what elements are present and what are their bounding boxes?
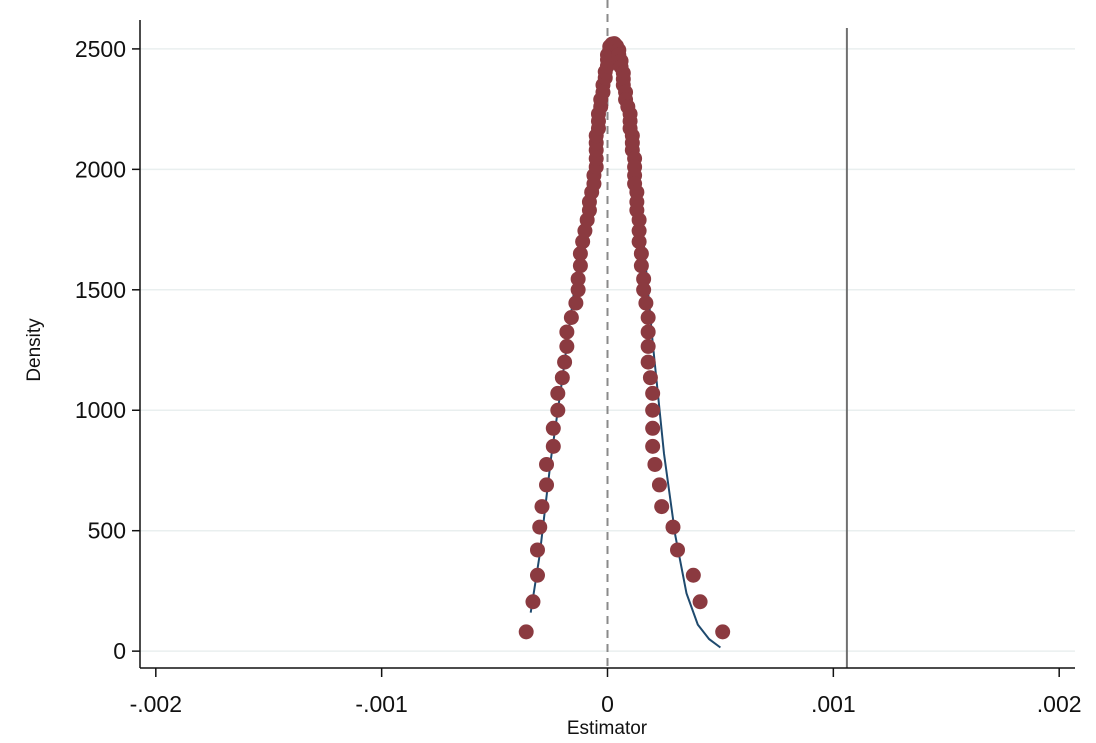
density-point — [550, 402, 566, 418]
density-point — [570, 282, 586, 298]
reference-lines — [606, 0, 848, 668]
x-tick-label: 0 — [601, 691, 614, 717]
density-point — [518, 624, 534, 640]
density-point — [532, 519, 548, 535]
density-point — [563, 310, 579, 326]
density-point — [636, 282, 652, 298]
density-point — [640, 310, 656, 326]
density-point — [638, 295, 654, 311]
density-point — [539, 456, 555, 472]
x-axis-title: Estimator — [567, 718, 648, 739]
x-tick-label: -.001 — [355, 691, 407, 717]
density-point — [572, 258, 588, 274]
density-point — [692, 594, 708, 610]
density-point — [570, 271, 586, 287]
density-point — [572, 246, 588, 262]
density-point — [631, 223, 647, 239]
y-tick-label: 2500 — [75, 36, 126, 62]
density-point — [665, 519, 681, 535]
density-point — [647, 456, 663, 472]
density-point — [631, 212, 647, 228]
density-point — [640, 324, 656, 340]
density-point — [525, 594, 541, 610]
density-point — [557, 354, 573, 370]
density-point — [529, 542, 545, 558]
y-axis-title: Density — [24, 318, 45, 382]
density-point — [554, 370, 570, 386]
density-point — [545, 438, 561, 454]
density-point — [654, 499, 670, 515]
density-point — [550, 385, 566, 401]
density-point — [633, 246, 649, 262]
ticks: 0 500 1000 1500 2000 2500 -.002 -.001 0 .001 .002 — [75, 36, 1082, 717]
density-point — [545, 420, 561, 436]
density-point — [642, 370, 658, 386]
density-point — [640, 338, 656, 354]
density-point — [631, 234, 647, 250]
density-point — [559, 338, 575, 354]
density-curve-layer — [529, 56, 721, 649]
y-tick-label: 500 — [88, 518, 126, 544]
x-tick-label: .001 — [811, 691, 856, 717]
density-point — [529, 567, 545, 583]
density-point — [559, 324, 575, 340]
density-point — [685, 567, 701, 583]
density-point — [636, 271, 652, 287]
y-tick-label: 1000 — [75, 397, 126, 423]
density-point — [645, 438, 661, 454]
density-point — [640, 354, 656, 370]
y-tick-label: 1500 — [75, 277, 126, 303]
density-point — [651, 477, 667, 493]
density-point — [645, 385, 661, 401]
density-point — [645, 420, 661, 436]
density-point — [568, 295, 584, 311]
density-markers — [518, 36, 731, 640]
density-point — [539, 477, 555, 493]
y-tick-label: 2000 — [75, 156, 126, 182]
x-tick-label: .002 — [1037, 691, 1082, 717]
density-point — [534, 499, 550, 515]
density-point — [633, 258, 649, 274]
x-tick-label: -.002 — [130, 691, 182, 717]
y-tick-label: 0 — [113, 638, 126, 664]
density-point — [670, 542, 686, 558]
density-point — [645, 402, 661, 418]
density-curve — [529, 56, 721, 649]
density-point — [715, 624, 731, 640]
